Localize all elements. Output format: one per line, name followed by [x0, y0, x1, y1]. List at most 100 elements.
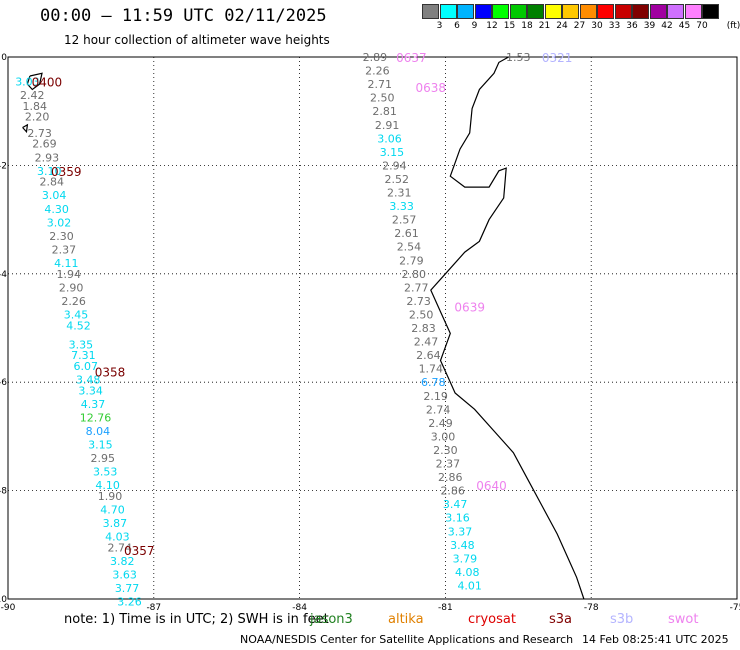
swh-value: 12.76 — [80, 411, 112, 424]
scale-swatch — [439, 4, 457, 19]
swh-value: 2.69 — [32, 138, 57, 151]
swh-value: 3.16 — [445, 512, 470, 525]
scale-swatch — [562, 4, 579, 19]
swh-value: 2.89 — [363, 51, 388, 64]
scale-label: 18 — [521, 21, 533, 31]
scale-swatch — [667, 4, 684, 19]
satellite-legend-item: s3a — [549, 612, 573, 627]
swh-value: 3.48 — [76, 373, 101, 386]
satellite-legend-item: swot — [668, 612, 699, 627]
swh-value: 2.73 — [406, 295, 431, 308]
scale-swatch — [614, 4, 632, 19]
swh-value: 3.79 — [453, 552, 478, 565]
time-label: 0358 — [95, 365, 126, 379]
swh-value: 2.64 — [416, 349, 441, 362]
scale-swatch — [527, 4, 544, 19]
swh-value: 1.53 — [506, 51, 531, 64]
swh-value: 1.90 — [98, 490, 123, 503]
swh-value: 3.82 — [110, 555, 135, 568]
y-tick-label: 0 — [1, 53, 7, 63]
scale-swatch — [422, 4, 439, 19]
time-label: 0400 — [32, 75, 63, 89]
scale-swatch — [649, 4, 667, 19]
time-label: 0357 — [124, 544, 155, 558]
swh-value: 1.74 — [419, 363, 444, 376]
scale-label: 12 — [486, 21, 498, 31]
y-tick-label: -6 — [0, 378, 7, 388]
time-label: 0640 — [476, 479, 507, 493]
swh-value: 2.50 — [409, 308, 434, 321]
swh-value: 2.94 — [382, 159, 407, 172]
swh-value: 2.86 — [438, 471, 463, 484]
page-subtitle: 12 hour collection of altimeter wave hei… — [64, 33, 330, 47]
swh-value: 4.11 — [54, 257, 79, 270]
scale-swatch — [632, 4, 649, 19]
time-label: 0638 — [416, 81, 447, 95]
swh-value: 2.80 — [402, 268, 427, 281]
swh-value: 2.52 — [385, 173, 410, 186]
swh-value: 3.33 — [389, 200, 414, 213]
swh-value: 3.02 — [47, 216, 72, 229]
scale-swatch — [509, 4, 527, 19]
swh-value: 2.37 — [436, 458, 461, 471]
swh-value: 2.77 — [404, 281, 429, 294]
swh-value: 2.90 — [59, 281, 84, 294]
swh-value: 3.48 — [450, 539, 475, 552]
swh-value: 1.94 — [57, 268, 82, 281]
swh-value: 2.84 — [39, 176, 64, 189]
satellite-legend-item: s3b — [610, 612, 634, 627]
scale-swatch — [474, 4, 492, 19]
swh-value: 8.04 — [86, 425, 111, 438]
satellite-legend-item: jason3 — [310, 612, 353, 627]
swh-value: 3.77 — [115, 582, 140, 595]
y-tick-label: -2 — [0, 161, 7, 171]
swh-value: 2.74 — [108, 542, 133, 555]
swh-value: 2.42 — [20, 89, 45, 102]
x-tick-label: -90 — [1, 603, 16, 613]
swh-value: 2.73 — [27, 127, 52, 140]
swh-value: 2.57 — [392, 214, 417, 227]
scale-unit: (ft) — [726, 21, 740, 31]
swh-value: 2.54 — [397, 241, 422, 254]
scale-label: 3 — [436, 21, 443, 31]
island-outline — [22, 123, 29, 134]
swh-value: 3.06 — [377, 132, 402, 145]
swh-value: 2.26 — [61, 295, 86, 308]
scale-label: 27 — [573, 21, 586, 31]
scale-label: 39 — [643, 21, 656, 31]
swh-value: 2.19 — [423, 390, 448, 403]
scale-label: 45 — [678, 21, 691, 31]
swh-value: 3.00 — [431, 430, 456, 443]
swh-value: 3.37 — [448, 525, 473, 538]
swh-value: 3.63 — [112, 569, 137, 582]
swh-value: 4.03 — [105, 531, 130, 544]
swh-value: 1.84 — [22, 100, 47, 113]
swh-value: 2.47 — [414, 336, 439, 349]
scale-label: 70 — [696, 21, 708, 31]
swh-value: 2.30 — [49, 230, 74, 243]
swh-value: 3.26 — [117, 596, 142, 609]
swh-value: 2.81 — [372, 105, 397, 118]
swh-value: 3.15 — [380, 146, 405, 159]
x-tick-label: -75 — [730, 603, 740, 613]
x-tick-label: -87 — [146, 603, 161, 613]
scale-swatch — [702, 4, 719, 19]
swh-value: 4.08 — [455, 566, 480, 579]
scale-label: 9 — [471, 21, 478, 31]
swh-value: 3.45 — [64, 308, 89, 321]
swh-value: 4.01 — [457, 579, 482, 592]
scale-label: 21 — [538, 21, 551, 31]
swh-value: 4.70 — [100, 504, 125, 517]
scale-swatch — [597, 4, 614, 19]
swh-value: 4.52 — [66, 319, 91, 332]
scale-label: 36 — [626, 21, 638, 31]
swh-value: 2.61 — [394, 227, 419, 240]
page-title: 00:00 — 11:59 UTC 02/11/2025 — [40, 6, 327, 26]
x-tick-label: -78 — [584, 603, 599, 613]
swh-value: 3.34 — [78, 384, 103, 397]
scale-swatch — [544, 4, 562, 19]
swh-value: 3.04 — [42, 189, 67, 202]
swh-value: 2.83 — [411, 322, 436, 335]
swh-value: 3.47 — [443, 498, 468, 511]
satellite-legend-item: cryosat — [468, 612, 516, 627]
